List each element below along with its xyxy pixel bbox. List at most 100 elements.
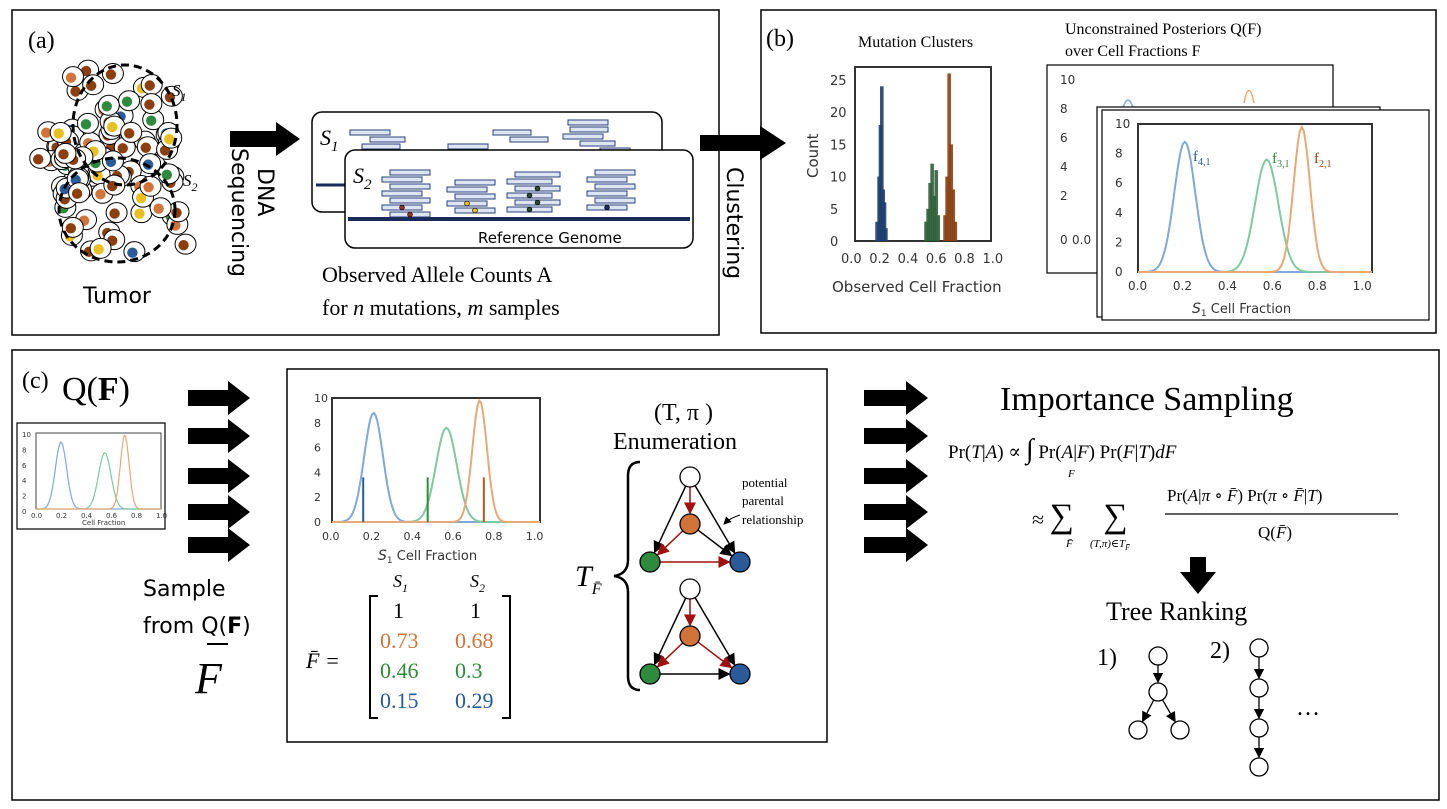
read xyxy=(454,179,496,186)
hist-bar xyxy=(930,163,934,241)
read xyxy=(509,136,549,143)
sample-ytick: 0 xyxy=(314,516,321,529)
cell-nucleus xyxy=(107,121,118,133)
rank-tree-node xyxy=(1249,638,1269,658)
rank-2-label: 2) xyxy=(1210,638,1230,664)
equation-numerator: Pr(A|π ∘ F̄) Pr(π ∘ F̄|T) xyxy=(1167,486,1322,505)
equation-denominator: Q(F̄) xyxy=(1258,523,1292,542)
cell-nucleus xyxy=(164,133,175,145)
sampling-arrows xyxy=(188,381,250,562)
tree-node-orange xyxy=(679,513,701,535)
s2-reads-label: S2 xyxy=(353,163,372,193)
tumor-cells xyxy=(29,59,197,263)
sample-s2-circle xyxy=(57,156,177,264)
rank-tree-node xyxy=(1249,757,1269,777)
hist-ytick: 15 xyxy=(830,138,847,153)
block-arrow-head xyxy=(906,381,928,415)
equation-line1: Pr(T|A) ∝ ∫ Pr(A|F) Pr(F|T)dF xyxy=(948,434,1177,466)
hist-xtick: 0.4 xyxy=(898,252,919,267)
block-arrow-head xyxy=(228,381,250,415)
mini-curve xyxy=(36,434,161,510)
read xyxy=(594,183,636,190)
mini-xtick: 0.8 xyxy=(131,512,142,520)
read xyxy=(514,171,561,178)
cell-nucleus xyxy=(121,96,133,107)
snp-dot xyxy=(534,185,541,192)
cell-nucleus xyxy=(144,80,155,91)
snp-dot xyxy=(526,192,533,199)
sample-s1-circle xyxy=(71,63,179,187)
sample-xtick: 0.2 xyxy=(363,530,381,543)
tree-ranking-title: Tree Ranking xyxy=(1106,597,1247,626)
sample-ytick: 10 xyxy=(314,392,328,405)
s2-label: S2 xyxy=(183,171,198,194)
snp-dot xyxy=(526,206,533,213)
clustering-arrow xyxy=(700,126,786,160)
tree-node-green xyxy=(639,551,661,573)
post-xtick: 0.4 xyxy=(1218,279,1237,293)
tree-edge xyxy=(694,485,736,554)
tree-edge xyxy=(653,485,687,554)
potential-pointer xyxy=(723,514,741,525)
mini-ytick: 6 xyxy=(22,462,27,470)
tree-edge xyxy=(694,597,736,666)
block-arrow xyxy=(864,428,906,444)
hist-bar xyxy=(953,221,958,241)
hist-bar xyxy=(949,144,953,241)
hist-xtick: 1.0 xyxy=(982,252,1003,267)
cell-nucleus xyxy=(33,154,44,165)
read xyxy=(369,136,406,143)
f3-label: f3,1 xyxy=(1272,151,1290,170)
equation-line2-sub1: F̄ xyxy=(1065,538,1073,550)
cell-nucleus xyxy=(80,119,92,130)
hist-bar xyxy=(934,170,939,241)
observed-allele-line1: Observed Allele Counts A xyxy=(322,262,552,287)
panel-a-frame xyxy=(11,9,720,336)
block-arrow-head xyxy=(228,528,250,562)
tree-edge xyxy=(653,597,687,666)
ranked-trees xyxy=(1128,638,1269,777)
dna-arrow xyxy=(230,122,300,156)
matrix-cell: 0.3 xyxy=(455,658,483,683)
post-ytick: 8 xyxy=(1115,147,1123,161)
tree-node-orange xyxy=(679,625,701,647)
hist-bar xyxy=(926,208,930,241)
cell-nucleus xyxy=(93,244,104,255)
block-arrow-head xyxy=(906,528,928,562)
snp-dot xyxy=(407,211,413,218)
posterior-title-line2: over Cell Fractions F xyxy=(1065,43,1201,60)
sample-xtick: 1.0 xyxy=(526,530,544,543)
cell-nucleus xyxy=(145,115,157,126)
cell-nucleus xyxy=(109,208,120,219)
matrix-bracket-right xyxy=(502,595,511,719)
qf-title: Q(F) xyxy=(62,371,130,408)
post-xtick: 0.6 xyxy=(1263,279,1282,293)
cell-nucleus xyxy=(65,72,77,83)
sample-xtick: 0.4 xyxy=(404,530,422,543)
tumor-label: Tumor xyxy=(82,284,152,309)
sample-plot-xlabel: S1 Cell Fraction xyxy=(378,548,477,566)
hist-xtick: 0.6 xyxy=(926,252,947,267)
mini-qf-axes xyxy=(35,432,162,510)
cell-nucleus xyxy=(171,207,182,218)
posterior-curves xyxy=(1138,124,1372,273)
hist-bar xyxy=(932,195,936,241)
rank-tree-node xyxy=(1170,720,1190,740)
hist-xlabel: Observed Cell Fraction xyxy=(832,278,1002,296)
tree-node-blue xyxy=(729,663,751,685)
equation-line2-sub2: (T,π)∈TF̄ xyxy=(1090,538,1130,552)
fbar-label: F xyxy=(194,654,223,703)
enum-line2: Enumeration xyxy=(613,429,737,455)
tree-edge xyxy=(697,529,733,557)
s1-reads-label: S1 xyxy=(320,125,339,155)
clustering-label: Clustering xyxy=(721,167,746,279)
block-arrow-head xyxy=(228,419,250,453)
read xyxy=(389,169,431,176)
cell-nucleus xyxy=(135,192,147,204)
read xyxy=(349,129,391,136)
back-ytick: 6 xyxy=(1060,131,1068,145)
sample-line2: from Q(F) xyxy=(143,614,251,639)
hist-bar xyxy=(884,228,888,241)
matrix-cell: 0.46 xyxy=(380,658,419,683)
post-ytick: 2 xyxy=(1115,235,1123,249)
